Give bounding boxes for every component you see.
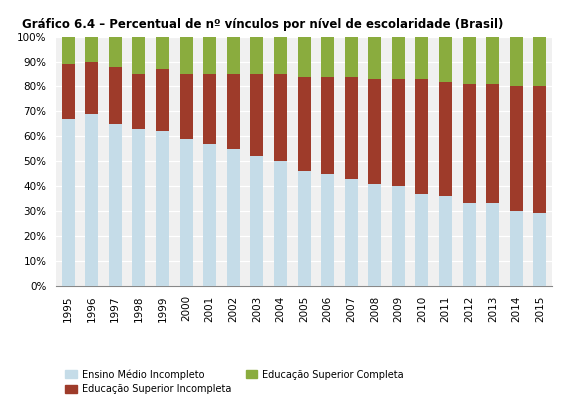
Bar [274,161,287,286]
Bar [486,37,499,84]
Bar [345,77,358,179]
Bar [203,37,216,74]
Bar [510,211,523,286]
Bar [392,37,405,79]
Bar [180,37,193,74]
Bar [534,86,547,213]
Bar [486,204,499,286]
Bar [439,37,452,82]
Bar [368,37,381,79]
Bar [439,196,452,286]
Bar [251,156,263,286]
Bar [321,37,334,77]
Bar [368,184,381,286]
Bar [345,179,358,286]
Bar [510,86,523,211]
Bar [85,62,98,114]
Bar [321,174,334,286]
Legend: Ensino Médio Incompleto, Educação Superior Incompleta, Educação Superior Complet: Ensino Médio Incompleto, Educação Superi… [61,365,408,398]
Bar [321,77,334,174]
Bar [297,37,311,77]
Bar [368,79,381,184]
Bar [132,129,145,286]
Bar [415,37,428,79]
Bar [345,37,358,77]
Bar [61,119,74,286]
Bar [61,37,74,64]
Bar [132,37,145,74]
Bar [463,37,476,84]
Bar [156,69,169,131]
Bar [203,144,216,286]
Bar [156,131,169,286]
Bar [109,37,122,67]
Bar [463,84,476,204]
Bar [274,37,287,74]
Bar [227,74,240,149]
Bar [415,193,428,286]
Bar [251,37,263,74]
Bar [61,64,74,119]
Bar [463,204,476,286]
Bar [109,124,122,286]
Bar [227,149,240,286]
Bar [297,171,311,286]
Bar [297,77,311,171]
Bar [392,79,405,186]
Bar [534,37,547,86]
Bar [85,114,98,286]
Bar [156,37,169,69]
Bar [415,79,428,193]
Bar [180,74,193,139]
Bar [392,186,405,286]
Bar [534,213,547,286]
Bar [439,82,452,196]
Text: Gráfico 6.4 – Percentual de nº vínculos por nível de escolaridade (Brasil): Gráfico 6.4 – Percentual de nº vínculos … [21,18,503,31]
Bar [203,74,216,144]
Bar [274,74,287,161]
Bar [180,139,193,286]
Bar [227,37,240,74]
Bar [251,74,263,156]
Bar [486,84,499,204]
Bar [85,37,98,62]
Bar [109,67,122,124]
Bar [132,74,145,129]
Bar [510,37,523,86]
